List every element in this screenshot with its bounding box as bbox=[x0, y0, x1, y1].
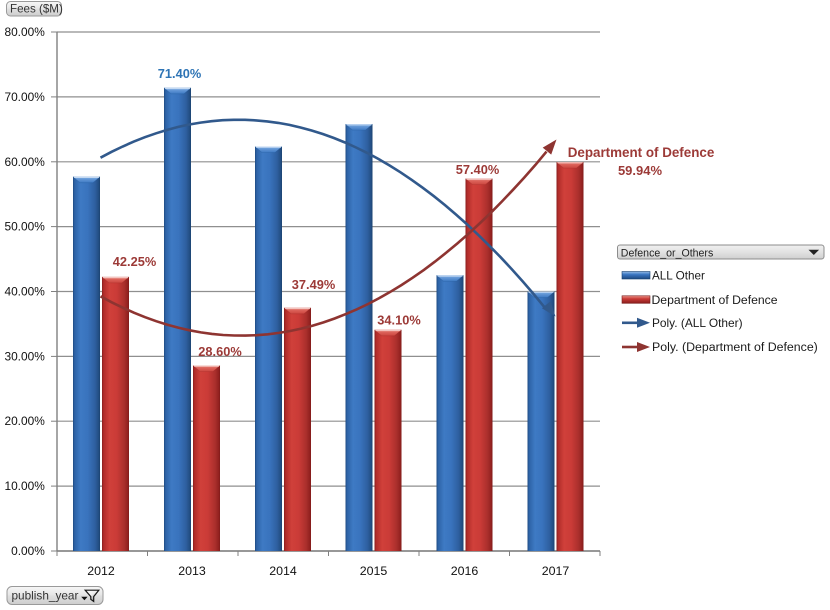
svg-text:ALL Other: ALL Other bbox=[652, 270, 705, 283]
svg-text:Department of Defence: Department of Defence bbox=[652, 293, 778, 307]
svg-text:Fees ($M): Fees ($M) bbox=[10, 2, 63, 15]
svg-text:40.00%: 40.00% bbox=[4, 285, 45, 299]
svg-text:42.25%: 42.25% bbox=[113, 254, 157, 269]
svg-text:30.00%: 30.00% bbox=[4, 349, 45, 363]
svg-text:2013: 2013 bbox=[178, 564, 206, 578]
svg-text:publish_year: publish_year bbox=[12, 588, 79, 602]
svg-text:37.49%: 37.49% bbox=[292, 277, 336, 292]
svg-text:2017: 2017 bbox=[542, 564, 570, 578]
svg-text:Defence_or_Others: Defence_or_Others bbox=[621, 247, 713, 259]
svg-text:20.00%: 20.00% bbox=[4, 414, 45, 428]
svg-text:50.00%: 50.00% bbox=[4, 220, 45, 234]
svg-text:2016: 2016 bbox=[451, 564, 479, 578]
svg-text:Poly. (ALL Other): Poly. (ALL Other) bbox=[652, 316, 743, 330]
svg-text:80.00%: 80.00% bbox=[4, 25, 45, 39]
svg-text:Department of Defence: Department of Defence bbox=[568, 145, 715, 160]
svg-text:70.00%: 70.00% bbox=[4, 90, 45, 104]
svg-text:2015: 2015 bbox=[360, 564, 388, 578]
svg-text:2014: 2014 bbox=[269, 564, 297, 578]
svg-text:57.40%: 57.40% bbox=[456, 162, 500, 177]
svg-text:2012: 2012 bbox=[87, 564, 115, 578]
svg-text:60.00%: 60.00% bbox=[4, 155, 45, 169]
svg-text:28.60%: 28.60% bbox=[198, 344, 242, 359]
svg-text:10.00%: 10.00% bbox=[4, 479, 45, 493]
svg-text:71.40%: 71.40% bbox=[158, 66, 202, 81]
svg-text:0.00%: 0.00% bbox=[11, 544, 45, 558]
svg-text:59.94%: 59.94% bbox=[618, 163, 663, 178]
svg-text:Poly. (Department of Defence): Poly. (Department of Defence) bbox=[652, 340, 818, 354]
svg-text:34.10%: 34.10% bbox=[377, 313, 421, 328]
